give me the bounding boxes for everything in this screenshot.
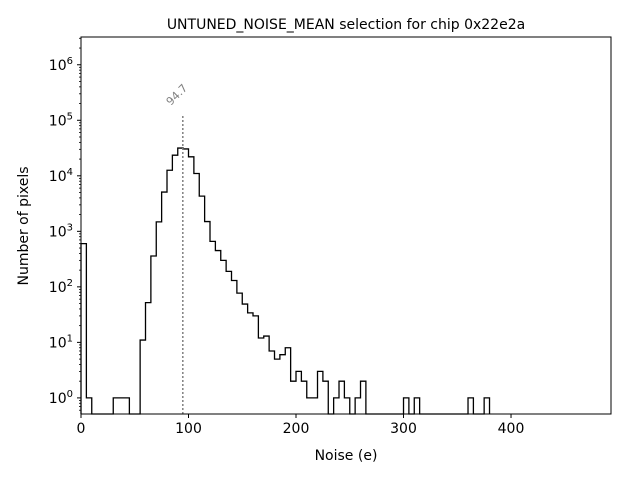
x-tick-label: 400: [498, 421, 525, 437]
x-axis-label: Noise (e): [315, 448, 378, 464]
histogram-bin: [355, 398, 360, 414]
histogram-bin: [162, 192, 167, 414]
histogram-bin: [199, 196, 204, 414]
y-axis-label: Number of pixels: [16, 166, 32, 285]
histogram-bin: [119, 398, 124, 414]
histogram-bin: [194, 174, 199, 414]
histogram-bin: [264, 336, 269, 414]
histogram-bin: [339, 381, 344, 414]
y-tick-label: 101: [49, 333, 73, 351]
x-tick-label: 200: [283, 421, 310, 437]
histogram-bin: [318, 371, 323, 414]
histogram-bin: [113, 398, 118, 414]
histogram-bin: [468, 398, 473, 414]
histogram-bin: [269, 351, 274, 414]
histogram-bin: [242, 304, 247, 414]
histogram-bin: [301, 381, 306, 414]
histogram-bin: [124, 398, 129, 414]
histogram-bin: [280, 355, 285, 414]
histogram-bin: [296, 371, 301, 414]
histogram-bin: [221, 260, 226, 414]
histogram-bin: [205, 222, 210, 414]
histogram-bin: [307, 398, 312, 414]
histogram-bin: [226, 271, 231, 414]
y-tick-label: 103: [49, 222, 73, 240]
plot-frame: [80, 36, 612, 415]
histogram-bin: [361, 381, 366, 414]
chart-title: UNTUNED_NOISE_MEAN selection for chip 0x…: [167, 17, 525, 33]
histogram-bin: [253, 316, 258, 414]
histogram-bin: [414, 398, 419, 414]
histogram-bin: [146, 303, 151, 414]
histogram-bin: [404, 398, 409, 414]
histogram-bin: [140, 340, 145, 414]
mean-marker-label: 94.7: [164, 82, 191, 109]
histogram-bin: [86, 398, 91, 414]
histogram-bin: [210, 241, 215, 414]
histogram-bin: [232, 281, 237, 414]
histogram-outline: [80, 147, 491, 415]
histogram-bin: [151, 256, 156, 414]
histogram-bin: [484, 398, 489, 414]
histogram-bin: [81, 244, 86, 414]
histogram-bin: [167, 170, 172, 414]
y-tick-label: 104: [49, 167, 73, 185]
histogram-bin: [334, 398, 339, 414]
histogram-bin: [189, 157, 194, 414]
histogram-bin: [248, 313, 253, 414]
y-tick-label: 102: [49, 278, 73, 296]
y-tick-label: 100: [49, 389, 73, 407]
histogram-bin: [258, 338, 263, 414]
histogram-bin: [172, 155, 177, 414]
histogram-bin: [237, 293, 242, 414]
histogram-bin: [183, 149, 188, 414]
histogram-bin: [215, 251, 220, 414]
histogram-bin: [285, 348, 290, 414]
x-tick-label: 0: [77, 421, 86, 437]
histogram-bin: [312, 398, 317, 414]
y-tick-label: 106: [49, 56, 73, 74]
x-tick-label: 100: [175, 421, 202, 437]
histogram-bin: [156, 222, 161, 414]
histogram-bin: [275, 359, 280, 414]
y-tick-label: 105: [49, 111, 73, 129]
histogram-bin: [291, 381, 296, 414]
x-tick-label: 300: [390, 421, 417, 437]
histogram-bin: [344, 398, 349, 414]
histogram-bin: [323, 381, 328, 414]
